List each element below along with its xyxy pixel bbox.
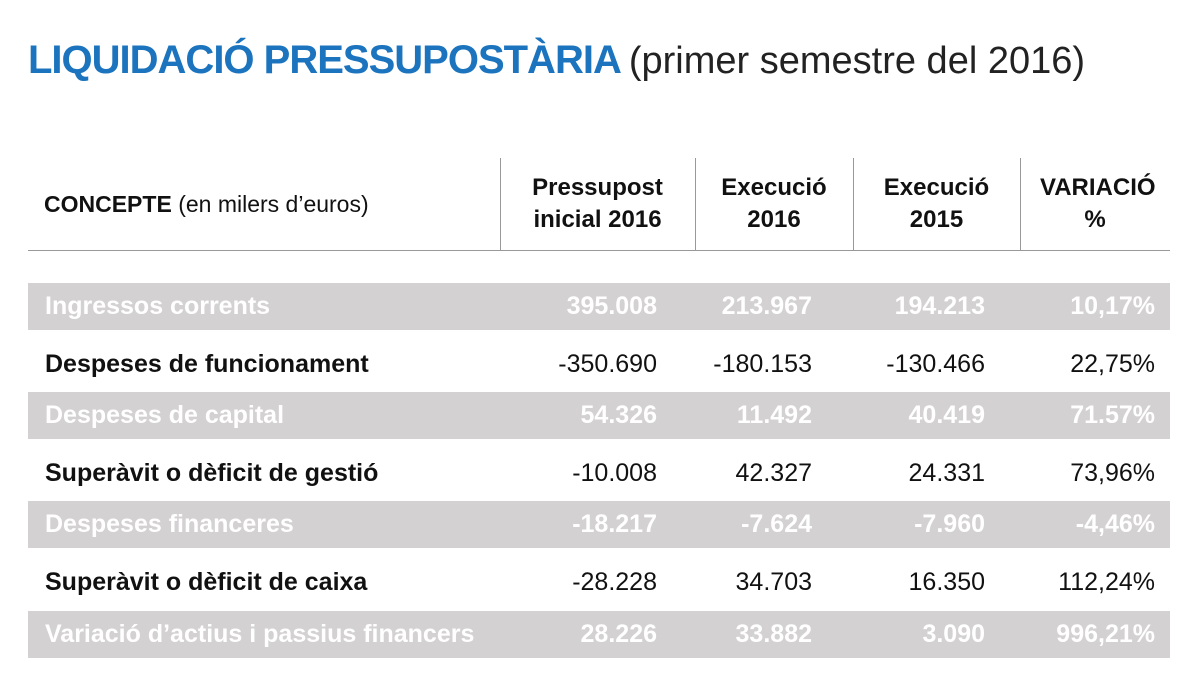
- cell-value: 33.882: [735, 619, 812, 648]
- divider: [1020, 158, 1021, 250]
- concept-note: (en milers d’euros): [178, 191, 369, 217]
- cell-value: -10.008: [572, 458, 657, 487]
- cell-value: 22,75%: [1070, 349, 1155, 378]
- cell-value: -350.690: [558, 349, 657, 378]
- table-body: Ingressos corrents 395.008 213.967 194.213 1…: [28, 283, 1170, 665]
- cell-value: -180.153: [713, 349, 812, 378]
- cell-value: 16.350: [908, 567, 985, 596]
- concept-label: CONCEPTE: [44, 191, 172, 217]
- table-row: Despeses de capital 54.326 11.492 40.419 71.…: [28, 392, 1170, 447]
- row-band: [28, 501, 1170, 549]
- cell-value: -18.217: [572, 510, 657, 539]
- row-label: Superàvit o dèficit de caixa: [45, 567, 368, 596]
- title: LIQUIDACIÓ PRESSUPOSTÀRIA: [28, 38, 622, 82]
- cell-value: -130.466: [886, 349, 985, 378]
- table-row: Variació d’actius i passius financers 28.…: [28, 610, 1170, 666]
- column-header-text: Execució 2015: [883, 174, 990, 233]
- cell-value: 10,17%: [1070, 292, 1155, 320]
- row-label: Despeses financeres: [45, 510, 294, 539]
- cell-value: 395.008: [566, 292, 657, 320]
- divider: [853, 158, 854, 250]
- cell-value: 54.326: [580, 401, 657, 430]
- column-header: VARIACIÓ %: [1020, 158, 1170, 250]
- column-header: Execució 2015: [853, 158, 1020, 250]
- row-band: [28, 392, 1170, 440]
- concept-header: CONCEPTE (en milers d’euros): [44, 158, 369, 250]
- table-row: Superàvit o dèficit de gestió -10.008 42.3…: [28, 447, 1170, 502]
- cell-value: -7.960: [914, 510, 985, 539]
- row-label: Despeses de capital: [45, 401, 285, 430]
- cell-value: 28.226: [580, 619, 657, 648]
- cell-value: 996,21%: [1056, 619, 1155, 648]
- row-band: [28, 610, 1170, 658]
- cell-value: -7.624: [741, 510, 812, 539]
- cell-value: 112,24%: [1058, 567, 1155, 596]
- row-label: Despeses de funcionament: [45, 349, 369, 378]
- divider: [500, 158, 501, 250]
- subtitle: (primer semestre del 2016): [628, 40, 1086, 82]
- cell-value: 11.492: [736, 401, 812, 430]
- cell-value: 3.090: [922, 619, 985, 648]
- column-header-text: VARIACIÓ %: [1040, 174, 1156, 233]
- column-header: Execució 2016: [695, 158, 853, 250]
- cell-value: 42.327: [735, 458, 812, 487]
- table-row: Superàvit o dèficit de caixa -28.228 34.70…: [28, 556, 1170, 611]
- row-label: Ingressos corrents: [45, 292, 271, 320]
- column-header: Pressupost inicial 2016: [500, 158, 695, 250]
- table-row: Despeses financeres -18.217 -7.624 -7.960 -4…: [28, 501, 1170, 556]
- title-block: LIQUIDACIÓ PRESSUPOSTÀRIA (primer semestr…: [28, 38, 1085, 83]
- table-row: Ingressos corrents 395.008 213.967 194.213 1…: [28, 283, 1170, 338]
- divider: [695, 158, 696, 250]
- column-header-text: Execució 2016: [721, 174, 827, 233]
- cell-value: 34.703: [735, 567, 812, 596]
- cell-value: 194.213: [894, 292, 985, 320]
- table-header: CONCEPTE (en milers d’euros) Pressupost …: [28, 158, 1170, 251]
- cell-value: -28.228: [572, 567, 657, 596]
- cell-value: 24.331: [908, 458, 985, 487]
- column-header-text: Pressupost inicial 2016: [532, 174, 663, 233]
- cell-value: 40.419: [908, 401, 985, 430]
- cell-value: 73,96%: [1070, 458, 1155, 487]
- row-label: Variació d’actius i passius financers: [45, 619, 475, 648]
- row-band: [28, 283, 1170, 330]
- cell-value: 213.967: [721, 292, 812, 320]
- cell-value: 71.57%: [1070, 401, 1155, 430]
- cell-value: -4,46%: [1075, 510, 1155, 539]
- row-label: Superàvit o dèficit de gestió: [45, 458, 379, 487]
- table-row: Despeses de funcionament -350.690 -180.153…: [28, 338, 1170, 393]
